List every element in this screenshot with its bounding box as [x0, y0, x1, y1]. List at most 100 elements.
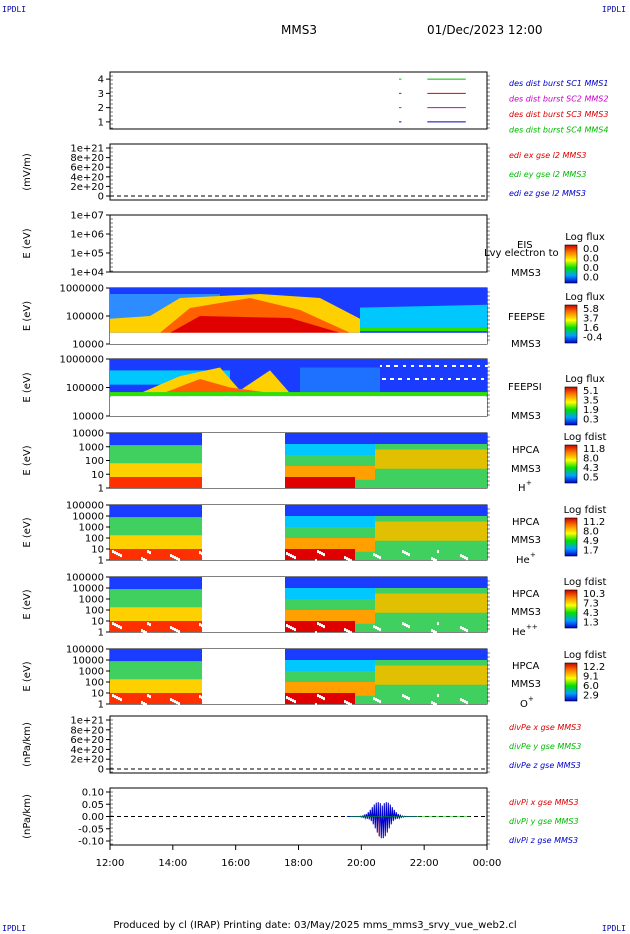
- divpe-legend-item: divPe y gse MMS3: [509, 742, 581, 751]
- hpca-sparse-dot: [402, 622, 404, 626]
- feepse-colorbar: [564, 304, 578, 344]
- hpca_h-ytick-label: 1000: [79, 442, 104, 453]
- hpca-left-top: [110, 433, 202, 446]
- feepsi-colorbar: [564, 386, 578, 426]
- hpca-sparse-dot: [114, 623, 116, 627]
- hpca-sparse-dot: [118, 553, 120, 557]
- edi-ytick-label: 4e+20: [70, 172, 104, 183]
- hpca-sparse-dot: [145, 631, 147, 635]
- hpca-right-top: [285, 433, 487, 444]
- hpca-sparse-dot: [406, 552, 408, 556]
- feepse-colorbar-title: Log flux: [565, 292, 605, 303]
- hpca-sparse-dot: [379, 628, 381, 632]
- feepsi-sparse-dot: [472, 378, 474, 380]
- hpca-data-gap: [202, 505, 285, 560]
- hpca-sparse-dot: [462, 555, 464, 559]
- feepsi-ytick-label: 10000: [72, 412, 104, 423]
- hpca-sparse-dot: [149, 695, 151, 699]
- hpca-sparse-dot: [373, 697, 375, 701]
- hpca_he-species-charge: +: [530, 551, 536, 559]
- eis-colorbar-title: Log flux: [565, 232, 605, 243]
- hpca_o-ytick-label: 100: [85, 678, 104, 689]
- hpca-sparse-dot: [462, 627, 464, 631]
- divpe-ytick-label: 0: [98, 765, 104, 776]
- hpca-sparse-dot: [344, 700, 346, 704]
- hpca-sparse-dot: [402, 550, 404, 554]
- hpca-sparse-dot: [170, 698, 172, 702]
- divpe-legend-item: divPe x gse MMS3: [509, 723, 581, 732]
- feepsi-spacecraft: MMS3: [511, 411, 541, 422]
- feepsi-sparse-dot: [448, 378, 450, 380]
- x-axis-tick-label: 20:00: [347, 858, 376, 869]
- feepsi-sparse-dot: [382, 378, 384, 380]
- footer-credit: Produced by cl (IRAP) Printing date: 03/…: [113, 920, 517, 931]
- hpca-sparse-dot: [147, 694, 149, 698]
- hpca-sparse-dot: [114, 551, 116, 555]
- hpca-right-orange: [285, 682, 375, 696]
- hpca-sparse-dot: [288, 553, 290, 557]
- hpca-sparse-dot: [377, 699, 379, 703]
- feepsi-sparse-dot: [481, 378, 483, 380]
- eis-frame: [109, 214, 488, 273]
- edi-ytick-label: 1e+21: [70, 144, 104, 155]
- hpca_hepp-ytick-label: 10: [91, 617, 104, 628]
- edi-legend-item: edi ey gse l2 MMS3: [509, 170, 587, 179]
- hpca_hepp-colorbar-tick: 7.3: [583, 599, 599, 610]
- x-axis-tick-label: 00:00: [473, 858, 502, 869]
- hpca-sparse-dot: [174, 700, 176, 704]
- hpca-sparse-dot: [170, 626, 172, 630]
- hpca-sparse-dot: [176, 629, 178, 633]
- hpca-sparse-dot: [292, 555, 294, 559]
- divpe-ytick-label: 1e+21: [70, 716, 104, 727]
- hpca-sparse-dot: [112, 694, 114, 698]
- hpca-sparse-dot: [348, 558, 350, 562]
- hpca-sparse-dot: [149, 551, 151, 555]
- hpca-right-top: [285, 649, 487, 660]
- hpca_h-colorbar-tick: 0.5: [583, 473, 599, 484]
- hpca-sparse-dot: [464, 628, 466, 632]
- hpca_h-species: H: [518, 483, 526, 494]
- hpca_h-ytick-label: 1: [98, 484, 104, 495]
- hpca-sparse-dot: [201, 624, 203, 628]
- hpca-sparse-dot: [172, 627, 174, 631]
- hpca-data-gap: [202, 649, 285, 704]
- feepsi-mid-band: [300, 367, 380, 394]
- hpca_he-colorbar: [564, 517, 578, 557]
- hpca-sparse-dot: [433, 558, 435, 562]
- divpe-ytick-label: 6e+20: [70, 735, 104, 746]
- hpca-right-yellow: [375, 665, 487, 685]
- hpca_he-ytick-label: 100000: [66, 501, 104, 512]
- edi-ytick-label: 0: [98, 192, 104, 203]
- divpi-ytick-label: -0.05: [78, 824, 104, 835]
- hpca_h-colorbar-tick: 4.3: [583, 463, 599, 474]
- feepsi-sparse-dot: [468, 365, 470, 367]
- hpca-sparse-dot: [141, 701, 143, 705]
- hpca-sparse-dot: [120, 554, 122, 558]
- hpca-sparse-dot: [118, 625, 120, 629]
- divpi-z-trace: [347, 802, 418, 839]
- hpca_o-spectrogram: [110, 649, 487, 707]
- burst-legend-item: des dist burst SC3 MMS3: [509, 110, 608, 119]
- feepsi-sparse-dot: [452, 365, 454, 367]
- hpca-sparse-dot: [375, 698, 377, 702]
- divpe-frame: [109, 715, 488, 774]
- hpca-sparse-dot: [346, 701, 348, 705]
- hpca-sparse-dot: [118, 697, 120, 701]
- feepse-ytick-label: 100000: [66, 312, 104, 323]
- hpca-sparse-dot: [435, 703, 437, 707]
- eis-colorbar-tick: 0.0: [583, 273, 599, 284]
- hpca-sparse-dot: [172, 699, 174, 703]
- feepse-colorbar-tick: 1.6: [583, 323, 599, 334]
- hpca-right-orange: [285, 610, 375, 624]
- feepsi-spectrogram: [110, 359, 488, 416]
- hpca-sparse-dot: [431, 701, 433, 705]
- hpca-sparse-dot: [176, 557, 178, 561]
- hpca-sparse-dot: [344, 628, 346, 632]
- spacecraft-title: MMS3: [281, 23, 317, 37]
- hpca-sparse-dot: [286, 552, 288, 556]
- feepsi-sparse-dot: [403, 365, 405, 367]
- hpca_h-ytick-label: 100: [85, 456, 104, 467]
- hpca-sparse-dot: [172, 555, 174, 559]
- feepsi-colorbar-tick: 3.5: [583, 396, 599, 407]
